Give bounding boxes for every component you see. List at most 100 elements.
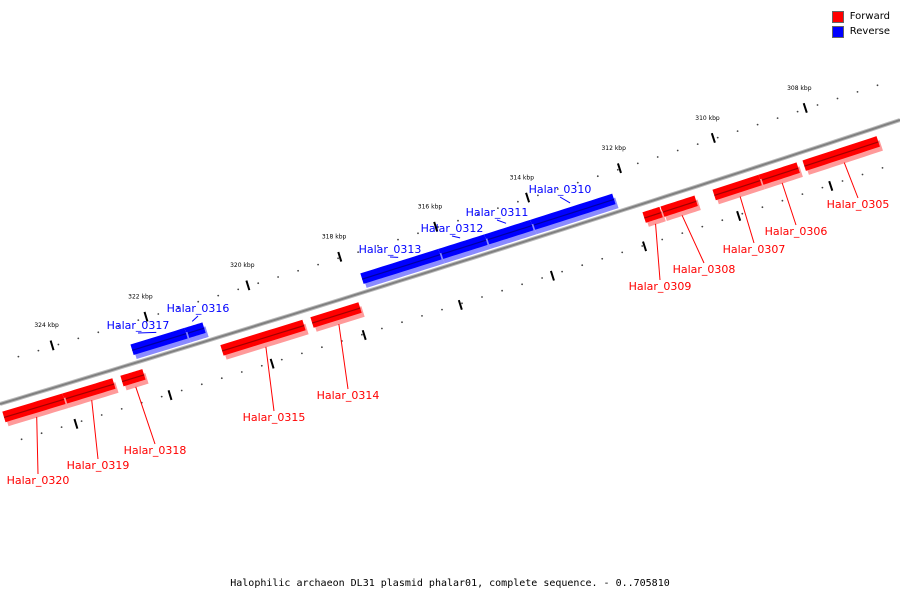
tick-labels: 308 kbp 310 kbp 312 kbp 314 kbp 316 kbp 318 k… bbox=[34, 85, 834, 429]
tick-mark bbox=[167, 390, 173, 401]
tick-dot bbox=[401, 321, 403, 324]
gene-edge bbox=[804, 141, 879, 167]
tick-dot bbox=[656, 156, 659, 158]
tick-dot bbox=[521, 283, 523, 286]
tick-dot bbox=[761, 206, 764, 209]
tick-dots bbox=[17, 84, 884, 441]
gene-halar-0311 bbox=[484, 219, 537, 249]
gene-leader-line bbox=[559, 196, 571, 204]
tick-dot bbox=[197, 300, 200, 303]
tick-dot bbox=[581, 264, 584, 267]
tick-dot bbox=[381, 327, 383, 330]
gene-edge bbox=[311, 307, 361, 324]
tick-dot bbox=[616, 168, 619, 171]
gene-leader-line bbox=[265, 346, 275, 412]
tick-dot bbox=[801, 193, 804, 196]
tick-mark bbox=[49, 340, 55, 351]
gene-leader-line bbox=[451, 235, 461, 239]
gene-leader-line bbox=[496, 219, 507, 224]
gene-leader-line bbox=[135, 386, 156, 445]
genes bbox=[2, 136, 883, 427]
tick-mark bbox=[525, 192, 531, 203]
tick-dot bbox=[517, 200, 519, 203]
gene-halar-0310 bbox=[530, 193, 619, 235]
tick-dot bbox=[377, 244, 379, 247]
tick-dot bbox=[217, 294, 220, 297]
tick-mark bbox=[361, 329, 367, 341]
tick-mark bbox=[457, 299, 463, 310]
tick-dot bbox=[841, 180, 844, 182]
gene-label: Halar_0305 bbox=[827, 198, 890, 211]
tick-dot bbox=[40, 432, 43, 435]
tick-mark bbox=[616, 163, 622, 174]
gene-halar-0318 bbox=[120, 369, 149, 391]
tick-mark bbox=[736, 210, 742, 221]
gene-edge bbox=[531, 198, 615, 227]
tick-dot bbox=[37, 349, 40, 352]
tick-dot bbox=[260, 364, 263, 367]
tick-dot bbox=[741, 212, 744, 215]
gene-edge bbox=[644, 212, 662, 219]
gene-halar-0309 bbox=[642, 206, 666, 227]
tick-dot bbox=[17, 355, 20, 358]
gene-edge bbox=[221, 324, 305, 352]
tick-label: 322 kbp bbox=[128, 294, 153, 301]
tick-mark bbox=[710, 132, 716, 143]
legend-label-forward: Forward bbox=[849, 11, 890, 22]
tick-dot bbox=[277, 276, 279, 278]
tick-dot bbox=[681, 232, 684, 235]
gene-leader-line bbox=[338, 324, 349, 390]
map-caption: Halophilic archaeon DL31 plasmid phalar0… bbox=[230, 578, 670, 589]
gene-leader-line bbox=[681, 215, 705, 264]
backbone bbox=[0, 118, 900, 406]
gene-halar-0307 bbox=[712, 174, 765, 205]
tick-dot bbox=[301, 352, 303, 355]
gene-edge bbox=[63, 383, 115, 400]
gene-label: Halar_0316 bbox=[167, 302, 230, 315]
tick-dot bbox=[357, 251, 359, 254]
gene-halar-0305 bbox=[802, 136, 883, 175]
tick-dot bbox=[576, 181, 579, 184]
gene-edge bbox=[121, 374, 145, 383]
gene-edge bbox=[3, 398, 65, 419]
gene-halar-0315 bbox=[220, 319, 309, 360]
gene-edge bbox=[485, 225, 533, 241]
gene-label: Halar_0312 bbox=[421, 222, 484, 235]
tick-dot bbox=[137, 319, 140, 321]
gene-edge bbox=[132, 333, 187, 351]
tick-dot bbox=[240, 371, 243, 373]
tick-dot bbox=[397, 238, 399, 241]
tick-dot bbox=[701, 225, 704, 228]
tick-dot bbox=[796, 110, 799, 113]
gene-halar-0306 bbox=[758, 162, 803, 190]
tick-dot bbox=[836, 97, 839, 100]
tick-dot bbox=[100, 414, 103, 416]
gene-halar-0314 bbox=[310, 302, 365, 332]
gene-leader-line bbox=[191, 315, 199, 322]
tick-dot bbox=[676, 149, 679, 152]
tick-dot bbox=[501, 289, 503, 292]
legend: Forward Reverse bbox=[831, 9, 890, 39]
tick-mark bbox=[245, 280, 251, 291]
tick-dot bbox=[220, 377, 223, 380]
gene-label: Halar_0315 bbox=[243, 411, 306, 424]
tick-dot bbox=[636, 162, 639, 165]
tick-label: 312 kbp bbox=[601, 145, 626, 152]
gene-label: Halar_0310 bbox=[529, 183, 592, 196]
legend-label-reverse: Reverse bbox=[849, 26, 890, 37]
tick-dot bbox=[541, 277, 543, 279]
tick-dot bbox=[596, 175, 599, 178]
tick-mark bbox=[802, 102, 808, 114]
gene-label: Halar_0320 bbox=[7, 474, 70, 487]
tick-label: 314 kbp bbox=[510, 175, 535, 182]
gene-halar-0308 bbox=[660, 195, 701, 221]
tick-mark bbox=[73, 418, 79, 429]
tick-dot bbox=[876, 84, 879, 87]
tick-dot bbox=[776, 117, 779, 119]
tick-label: 308 kbp bbox=[787, 85, 812, 92]
tick-dot bbox=[200, 383, 203, 386]
tick-dot bbox=[721, 219, 724, 222]
tick-dot bbox=[461, 302, 463, 305]
gene-leader-line bbox=[137, 331, 157, 334]
